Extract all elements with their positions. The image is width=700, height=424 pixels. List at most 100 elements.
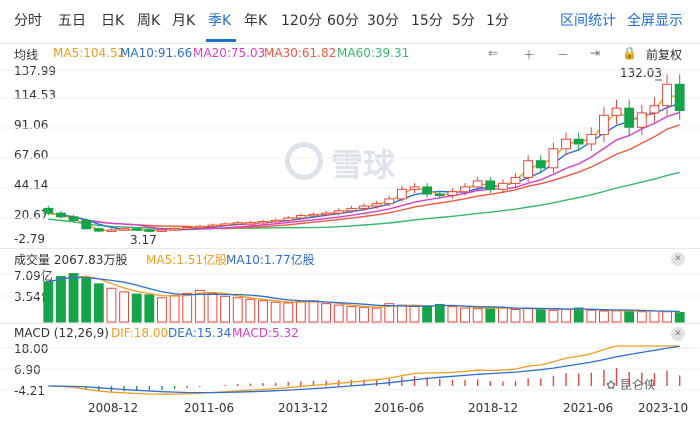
candle-body [409, 186, 420, 190]
min-price-label: 3.17 [130, 233, 157, 247]
ma20-legend: MA20:75.03 [193, 46, 266, 60]
volume-bar [561, 309, 571, 323]
adjust-mode-select[interactable]: 前复权 [646, 48, 683, 62]
macd-y-tick: 18.00 [14, 342, 49, 356]
volume-bar [447, 306, 458, 323]
active-tab-indicator [206, 39, 236, 42]
candle-body [359, 205, 369, 209]
indicator-label[interactable]: 均线 [14, 48, 39, 62]
tab-30min[interactable]: 30分 [367, 13, 399, 29]
ma60-line [48, 171, 680, 230]
volume-bar [472, 308, 483, 323]
tab-5day[interactable]: 五日 [58, 13, 86, 29]
candle-body [283, 217, 294, 221]
interval-stats-link[interactable]: 区间统计 [560, 13, 616, 29]
candle-body [144, 229, 155, 232]
zoom-out-icon[interactable]: － [557, 48, 570, 62]
volume-bar [510, 309, 521, 323]
tab-5min[interactable]: 5分 [452, 13, 475, 29]
candle-body [396, 188, 407, 200]
volume-bar [220, 295, 231, 323]
candle-body [548, 148, 559, 169]
volume-bar [106, 287, 117, 323]
volume-bar [43, 281, 54, 323]
tab-quarterly-k[interactable]: 季K [208, 13, 232, 29]
volume-bar [649, 310, 660, 323]
volume-bar [308, 300, 319, 323]
candle-body [207, 224, 218, 228]
candle-body [131, 228, 142, 231]
x-axis-label: 2018-12 [468, 401, 519, 415]
scroll-right-icon[interactable]: ⇥ [590, 46, 601, 60]
candle-body [333, 210, 344, 214]
dif-legend: DIF:18.00 [111, 326, 169, 340]
lock-icon[interactable]: 🔒 [622, 46, 637, 60]
candle-body [106, 229, 117, 232]
candle-body [245, 222, 256, 225]
volume-bar [636, 311, 647, 323]
tab-yearly-k[interactable]: 年K [244, 13, 268, 29]
ma20-line [48, 111, 680, 231]
xueqiu-watermark: 雪球 [285, 140, 425, 184]
dea-line [48, 345, 680, 394]
volume-bar [169, 295, 180, 323]
volume-bar [182, 292, 193, 323]
macd-value-legend: MACD:5.32 [232, 326, 299, 340]
x-axis-label: 2021-06 [563, 401, 614, 415]
price-y-tick: -2.79 [14, 232, 46, 246]
undo-icon[interactable]: ⇐ [488, 46, 499, 60]
candle-body [384, 198, 395, 205]
candle-body [510, 176, 521, 184]
close-volume-icon[interactable]: ✕ [671, 252, 685, 266]
candle-body [523, 160, 534, 178]
close-macd-icon[interactable]: ✕ [671, 327, 685, 341]
fullscreen-link[interactable]: 全屏显示 [627, 13, 683, 29]
volume-bar [523, 307, 534, 323]
volume-bar [586, 309, 597, 323]
volume-bar [232, 297, 243, 323]
candle-body [232, 222, 243, 225]
tab-daily-k[interactable]: 日K [101, 13, 125, 29]
volume-title: 成交量 2067.83万股 [14, 253, 128, 267]
tab-60min[interactable]: 60分 [327, 13, 359, 29]
wechat-icon: ✿ [606, 378, 617, 392]
tab-1min[interactable]: 1分 [486, 13, 509, 29]
candle-body [460, 186, 470, 193]
volume-bar [497, 307, 508, 323]
candle-body [535, 160, 546, 169]
candle-body [599, 114, 609, 135]
tab-monthly-k[interactable]: 月K [172, 13, 196, 29]
volume-bar [599, 310, 609, 323]
volume-bar [68, 273, 79, 323]
tab-15min[interactable]: 15分 [411, 13, 443, 29]
candle-body [81, 219, 92, 230]
volume-bar [93, 283, 104, 323]
volume-bar [611, 310, 622, 323]
tab-fenshi[interactable]: 分时 [14, 13, 42, 29]
vol-ma5-legend: MA5:1.51亿股 [146, 253, 227, 267]
volume-bar [207, 292, 218, 323]
volume-bar [283, 302, 294, 323]
vol-ma10-legend: MA10:1.77亿股 [226, 253, 315, 267]
vol-ma5-line [48, 275, 680, 313]
candle-body [295, 215, 306, 219]
macd-title: MACD (12,26,9) [14, 326, 109, 340]
tab-weekly-k[interactable]: 周K [137, 13, 161, 29]
candle-body [649, 105, 660, 114]
dea-legend: DEA:15.34 [168, 326, 232, 340]
volume-bar [359, 306, 369, 323]
volume-bar [131, 293, 142, 323]
candle-body [270, 219, 281, 223]
volume-bar [573, 307, 584, 323]
zoom-in-icon[interactable]: ＋ [523, 48, 536, 62]
dif-line [48, 345, 680, 395]
watermark-text: 雪球 [331, 146, 396, 184]
volume-bar [662, 311, 672, 323]
tab-120min[interactable]: 120分 [281, 13, 322, 29]
candle-body [674, 83, 685, 112]
x-axis-label: 2013-12 [278, 401, 329, 415]
ma10-legend: MA10:91.66 [120, 46, 193, 60]
volume-bar [56, 276, 66, 323]
x-axis-label: 2016-06 [374, 401, 425, 415]
